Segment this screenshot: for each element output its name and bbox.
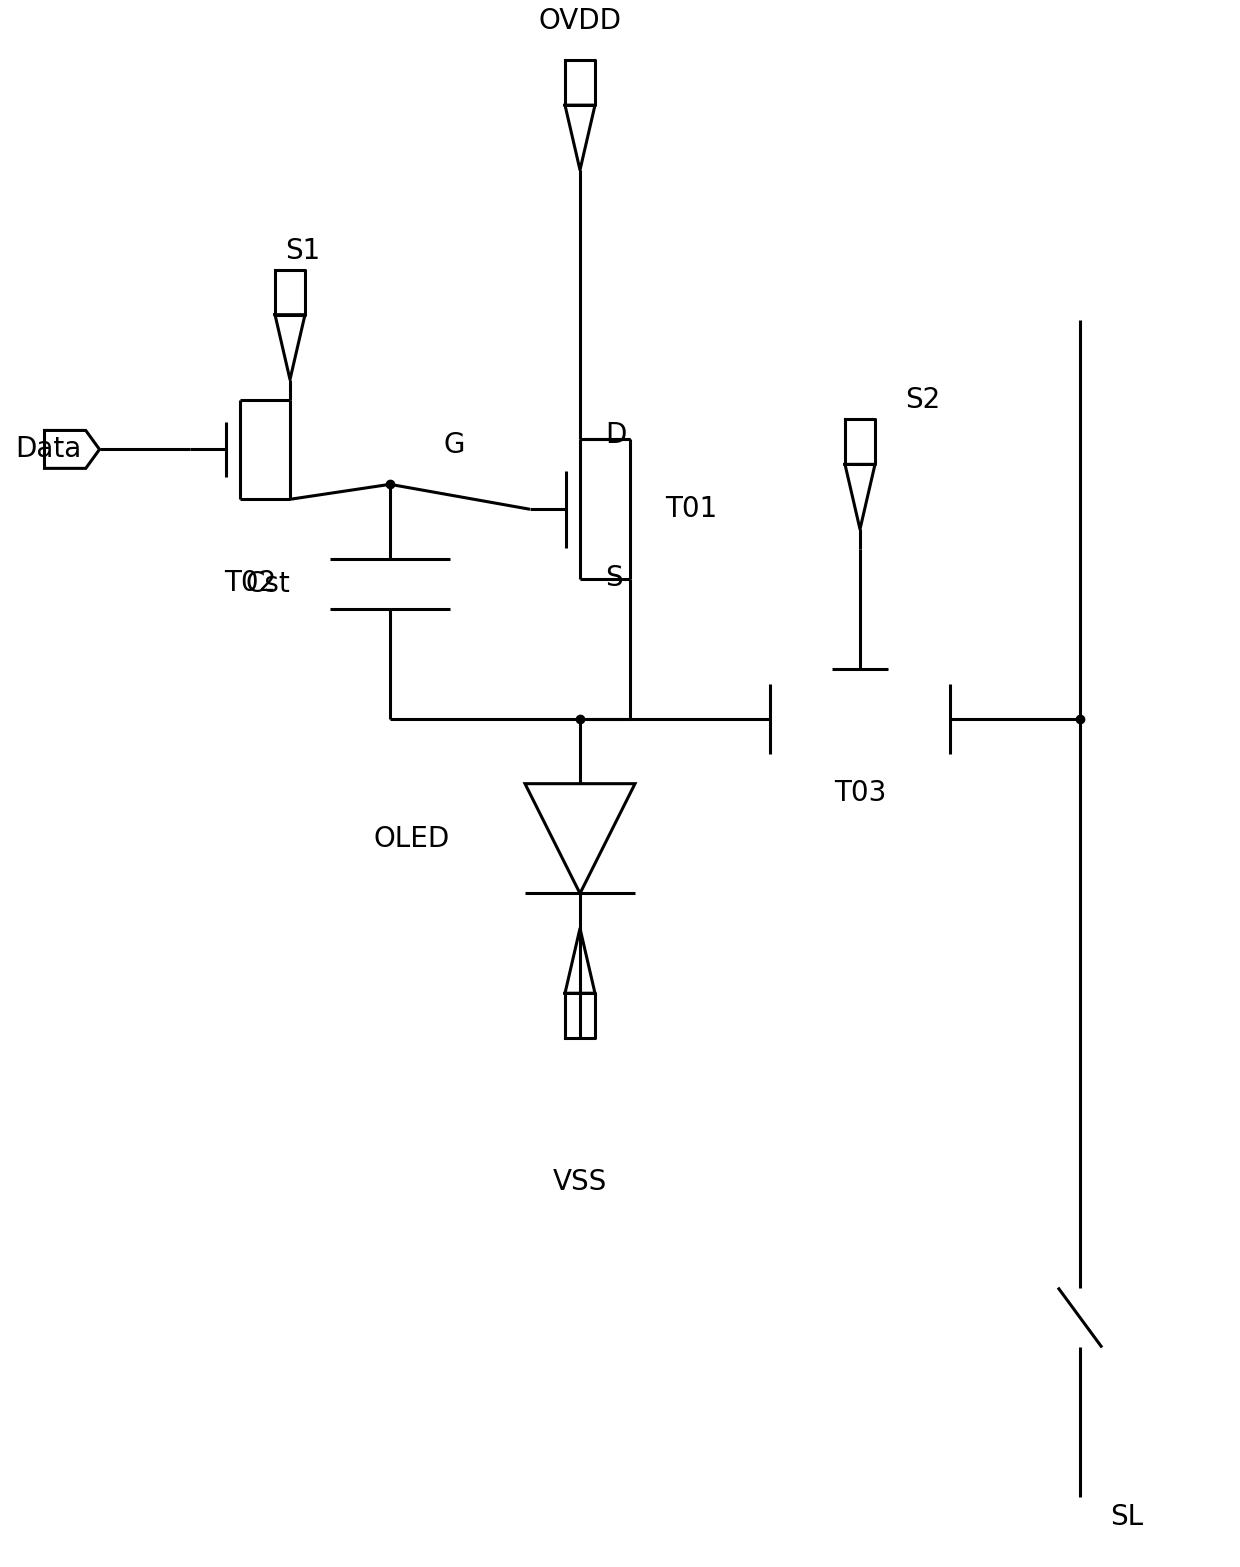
Text: T02: T02	[224, 569, 277, 597]
Text: Cst: Cst	[246, 570, 290, 599]
Text: Data: Data	[15, 436, 82, 464]
Text: S1: S1	[285, 237, 320, 265]
Text: T03: T03	[833, 779, 887, 807]
Text: SL: SL	[1110, 1503, 1143, 1531]
Text: VSS: VSS	[553, 1167, 608, 1196]
Text: OLED: OLED	[373, 824, 450, 852]
Text: OVDD: OVDD	[538, 8, 621, 36]
Text: G: G	[444, 431, 465, 459]
Text: S2: S2	[905, 387, 940, 415]
Text: S: S	[605, 564, 622, 592]
Text: T01: T01	[665, 495, 717, 523]
Text: D: D	[605, 422, 626, 450]
